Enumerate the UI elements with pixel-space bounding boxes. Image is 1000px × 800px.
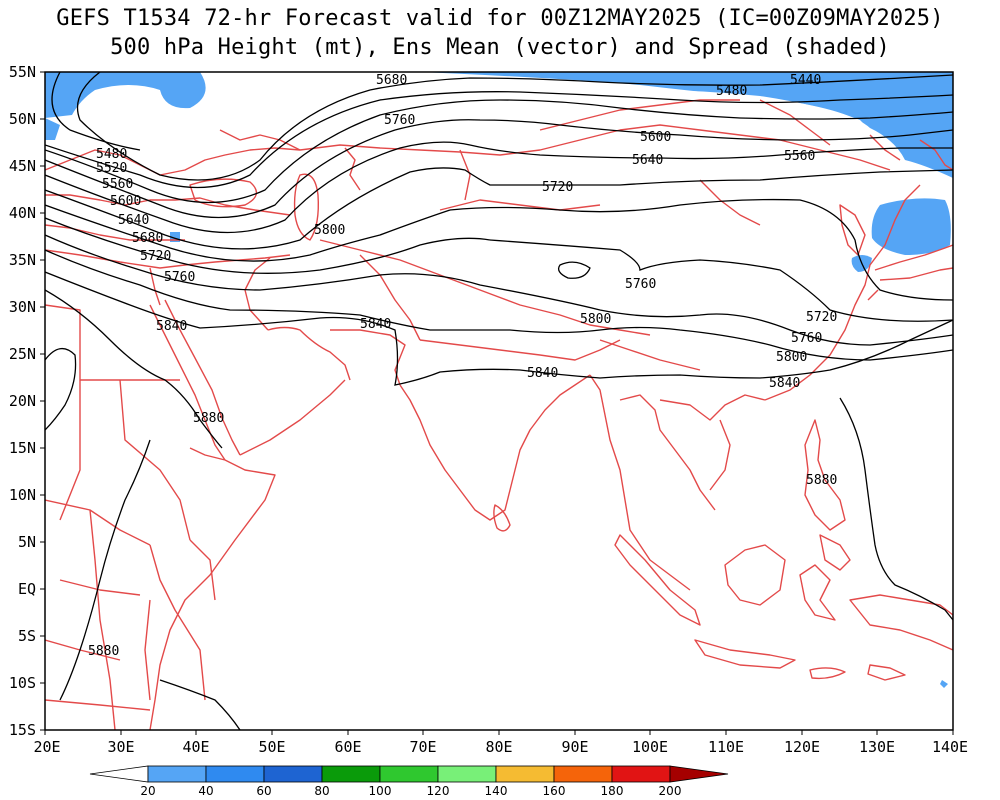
lat-label: 15N (9, 439, 36, 457)
contour-label: 5760 (625, 277, 656, 292)
contour-label: 5760 (384, 113, 415, 128)
lat-label: 30N (9, 298, 36, 316)
contour-label: 5480 (716, 84, 747, 99)
contour-label: 5880 (193, 411, 224, 426)
colorbar-label: 160 (543, 784, 566, 798)
lon-label: 50E (258, 738, 285, 756)
colorbar-right-arrow (669, 765, 729, 783)
lat-label: 50N (9, 110, 36, 128)
contour-label: 5800 (580, 312, 611, 327)
lat-label: 15S (9, 721, 36, 739)
contour-label: 5880 (806, 473, 837, 488)
lat-label: 40N (9, 204, 36, 222)
lat-label: 10N (9, 486, 36, 504)
spread-shading (45, 72, 953, 688)
contour-label: 5640 (632, 153, 663, 168)
contour-label: 5680 (132, 231, 163, 246)
contour-label: 5720 (140, 249, 171, 264)
colorbar-segment (437, 765, 497, 783)
lon-label: 80E (485, 738, 512, 756)
contour-label: 5880 (88, 644, 119, 659)
lat-label: 25N (9, 345, 36, 363)
contour-labels: 5680 5440 5480 5760 5600 5560 5640 5480 … (88, 73, 837, 659)
lon-label: 60E (334, 738, 361, 756)
lon-label: 120E (784, 738, 820, 756)
contour-label: 5840 (156, 319, 187, 334)
contour-label: 5440 (790, 73, 821, 88)
lon-label: 20E (33, 738, 60, 756)
latitude-axis (40, 71, 45, 731)
contour-label: 5520 (96, 161, 127, 176)
map-title: GEFS T1534 72-hr Forecast valid for 00Z1… (56, 6, 944, 31)
colorbar-segment (263, 765, 323, 783)
contour-label: 5840 (527, 366, 558, 381)
lat-label: EQ (18, 580, 36, 598)
lat-label: 45N (9, 157, 36, 175)
lon-label: 70E (409, 738, 436, 756)
lat-label: 10S (9, 674, 36, 692)
colorbar-left-arrow (89, 765, 149, 783)
lon-label: 30E (107, 738, 134, 756)
lon-label: 100E (632, 738, 668, 756)
colorbar-label: 100 (369, 784, 392, 798)
contour-label: 5560 (102, 177, 133, 192)
contour-label: 5600 (640, 130, 671, 145)
lon-label: 90E (561, 738, 588, 756)
lon-label: 40E (182, 738, 209, 756)
contour-label: 5600 (110, 194, 141, 209)
contour-label: 5840 (360, 317, 391, 332)
colorbar-label: 40 (198, 784, 213, 798)
colorbar-label: 180 (601, 784, 624, 798)
colorbar-label: 60 (256, 784, 271, 798)
coastlines (45, 99, 953, 730)
colorbar-segment (495, 765, 555, 783)
lat-label: 20N (9, 392, 36, 410)
colorbar-segment (205, 765, 265, 783)
map-subtitle: 500 hPa Height (mt), Ens Mean (vector) a… (110, 35, 890, 60)
colorbar-label: 120 (427, 784, 450, 798)
colorbar: 20 40 60 80 100 120 140 160 180 200 (89, 765, 729, 798)
longitude-axis (44, 730, 954, 735)
height-contours (45, 72, 953, 730)
colorbar-label: 80 (314, 784, 329, 798)
contour-label: 5680 (376, 73, 407, 88)
contour-label: 5760 (164, 270, 195, 285)
contour-label: 5840 (769, 376, 800, 391)
colorbar-label: 140 (485, 784, 508, 798)
contour-label: 5640 (118, 213, 149, 228)
colorbar-label: 20 (140, 784, 155, 798)
contour-label: 5800 (314, 223, 345, 238)
contour-label: 5720 (806, 310, 837, 325)
colorbar-segment (147, 765, 207, 783)
lat-label: 5N (18, 533, 36, 551)
lat-label: 55N (9, 63, 36, 81)
colorbar-label: 200 (659, 784, 682, 798)
contour-label: 5720 (542, 180, 573, 195)
lon-label: 110E (708, 738, 744, 756)
lon-label: 140E (932, 738, 968, 756)
colorbar-segment (321, 765, 381, 783)
colorbar-segment (611, 765, 671, 783)
contour-label: 5480 (96, 147, 127, 162)
colorbar-segment (379, 765, 439, 783)
contour-label: 5760 (791, 331, 822, 346)
contour-label: 5800 (776, 350, 807, 365)
lon-label: 130E (859, 738, 895, 756)
contour-label: 5560 (784, 149, 815, 164)
lat-label: 35N (9, 251, 36, 269)
colorbar-segment (553, 765, 613, 783)
lat-label: 5S (18, 627, 36, 645)
